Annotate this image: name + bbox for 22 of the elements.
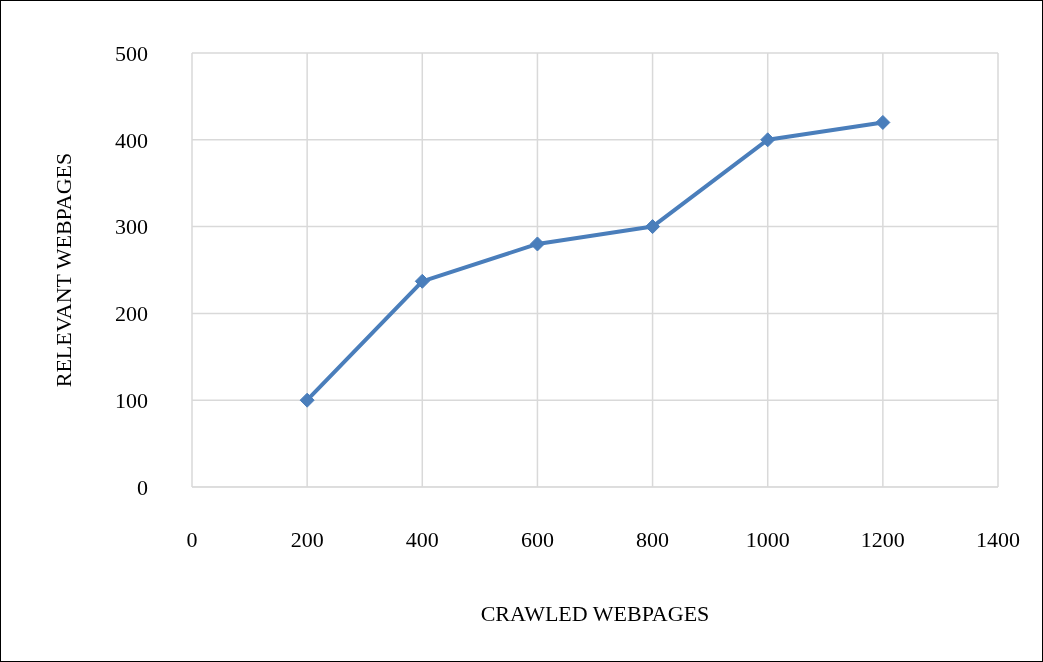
point [645, 219, 661, 235]
point [299, 392, 315, 408]
x-tick-label: 1400 [976, 526, 1020, 552]
x-tick-label: 800 [636, 526, 670, 552]
x-tick-label: 200 [290, 526, 324, 552]
x-tick-label: 400 [405, 526, 439, 552]
x-tick-label: 1000 [745, 526, 790, 552]
x-tick-label: 0 [186, 526, 198, 552]
point [529, 236, 545, 252]
y-tick-label: 200 [115, 301, 148, 327]
x-tick-label: 1200 [860, 526, 905, 552]
y-tick-label: 400 [115, 127, 148, 153]
y-tick-label: 500 [115, 40, 148, 66]
y-axis-title: RELEVANT WEBPAGES [50, 152, 76, 388]
x-axis-title: CRAWLED WEBPAGES [480, 601, 710, 626]
point [875, 114, 891, 130]
y-tick-label: 0 [137, 474, 148, 500]
y-tick-label: 300 [115, 214, 148, 240]
x-tick-label: 600 [520, 526, 554, 552]
y-tick-label: 100 [115, 388, 148, 414]
point [760, 132, 776, 148]
point [414, 273, 430, 289]
